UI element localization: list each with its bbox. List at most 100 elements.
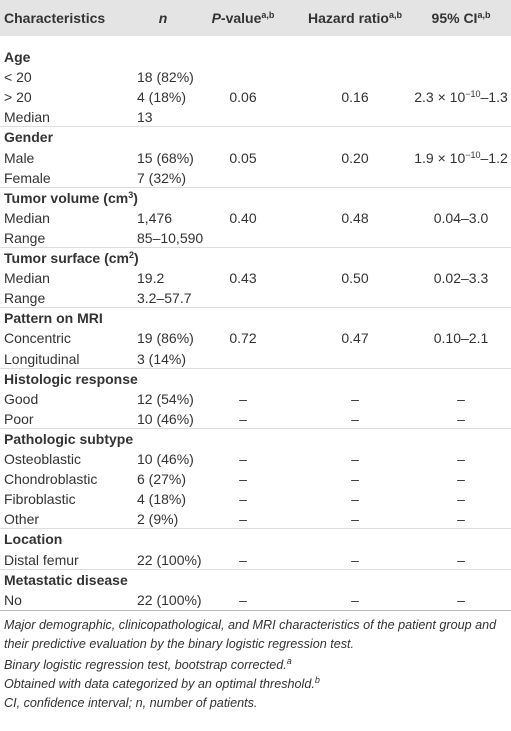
p: – (239, 410, 247, 427)
section-title-text: Location (4, 531, 63, 548)
cell-ci: 0.04–3.0 (361, 208, 511, 228)
cell-hr: – (255, 509, 455, 529)
ci-text: – (457, 511, 465, 528)
header-italic: P (211, 10, 221, 26)
cell-label: Longitudinal (4, 349, 80, 369)
section-title: Histologic response (4, 369, 138, 389)
separator (0, 186, 511, 188)
n: 10 (46%) (137, 410, 194, 427)
cell-label: Chondroblastic (4, 469, 97, 489)
cell-p: 0.43 (143, 268, 343, 288)
cell-label: Range (4, 288, 45, 308)
cell-n: 10 (46%) (137, 409, 194, 429)
cell-label: > 20 (4, 87, 32, 107)
cell-n: 12 (54%) (137, 389, 194, 409)
n: 19.2 (137, 270, 165, 287)
cell-p: – (143, 489, 343, 509)
section-title: Pathologic subtype (4, 429, 133, 449)
cell-n: 19 (86%) (137, 328, 194, 348)
ci-text: – (457, 471, 465, 488)
cell-label: Good (4, 389, 38, 409)
label: < 20 (4, 69, 32, 86)
label: Other (4, 511, 40, 528)
cell-hr: 0.16 (255, 87, 455, 107)
label: Fibroblastic (4, 491, 76, 508)
n: 4 (18%) (137, 89, 187, 106)
cell-n: 19.2 (137, 268, 164, 288)
cell-n: 18 (82%) (137, 67, 194, 87)
cell-label: Other (4, 509, 39, 529)
header-sup: a,b (261, 10, 275, 20)
cell-ci: – (361, 509, 511, 529)
cell-label: Range (4, 228, 45, 248)
p: – (239, 390, 247, 407)
section-title: Tumor surface (cm2) (4, 248, 139, 268)
n: 12 (54%) (137, 390, 194, 407)
section-title-text: Pattern on MRI (4, 310, 103, 327)
n: 10 (46%) (137, 451, 194, 468)
cell-n: 6 (27%) (137, 469, 186, 489)
cell-label: Distal femur (4, 550, 79, 570)
header-sup: a,b (388, 10, 402, 20)
cell-n: 7 (32%) (137, 168, 186, 188)
hr: 0.20 (341, 149, 369, 166)
cell-ci: – (361, 550, 511, 570)
n: 3.2–57.7 (137, 290, 192, 307)
cell-p: – (143, 590, 343, 610)
cell-label: Median (4, 268, 50, 288)
ci-text: 1.9 × 10 (414, 149, 466, 166)
n: 1,476 (137, 209, 173, 226)
ci-text: – (457, 410, 465, 427)
separator (0, 528, 511, 530)
header-cell: n (63, 8, 263, 28)
n: 4 (18%) (137, 491, 187, 508)
cell-label: Median (4, 208, 50, 228)
hr: – (351, 591, 359, 608)
label: Median (4, 209, 50, 226)
header-sup: a,b (477, 10, 491, 20)
cell-label: Concentric (4, 328, 71, 348)
cell-label: Median (4, 107, 50, 127)
separator (0, 427, 511, 429)
label: > 20 (4, 89, 32, 106)
hr: – (351, 551, 359, 568)
cell-label: Osteoblastic (4, 449, 81, 469)
n: 18 (82%) (137, 69, 194, 86)
ci-rest: –1.2 (480, 149, 508, 166)
section-title: Gender (4, 127, 53, 147)
p: 0.40 (229, 209, 257, 226)
header-italic: n (158, 10, 168, 26)
cell-hr: 0.20 (255, 148, 455, 168)
cell-ci: – (361, 389, 511, 409)
ci-sup: −10 (465, 149, 481, 160)
n: 22 (100%) (137, 551, 202, 568)
p: – (239, 511, 247, 528)
label: Osteoblastic (4, 451, 82, 468)
section-title-text: Pathologic subtype (4, 430, 134, 447)
cell-n: 15 (68%) (137, 148, 194, 168)
p: 0.05 (229, 149, 257, 166)
ci-text: – (457, 551, 465, 568)
n: 85–10,590 (137, 229, 204, 246)
hr: – (351, 390, 359, 407)
cell-label: < 20 (4, 67, 32, 87)
header-cell: Hazard ratioa,b (255, 8, 455, 28)
separator (0, 367, 511, 369)
p: – (239, 451, 247, 468)
section-title-sup: 2 (129, 250, 135, 261)
section-title-rest: ) (133, 189, 138, 206)
n: 6 (27%) (137, 471, 187, 488)
p: – (239, 591, 247, 608)
header-cell: P-valuea,b (143, 8, 343, 28)
separator (0, 126, 511, 128)
cell-n: 13 (137, 107, 153, 127)
footnote: CI, confidence interval; n, number of pa… (4, 694, 504, 714)
ci-text: – (457, 390, 465, 407)
caption-text: Major demographic, clinicopathological, … (4, 617, 497, 652)
section-title-text: Gender (4, 129, 54, 146)
ci-rest: –1.3 (480, 89, 508, 106)
section-title-sup: 3 (128, 189, 134, 200)
hr: – (351, 511, 359, 528)
footnote: Obtained with data categorized by an opt… (4, 675, 504, 695)
